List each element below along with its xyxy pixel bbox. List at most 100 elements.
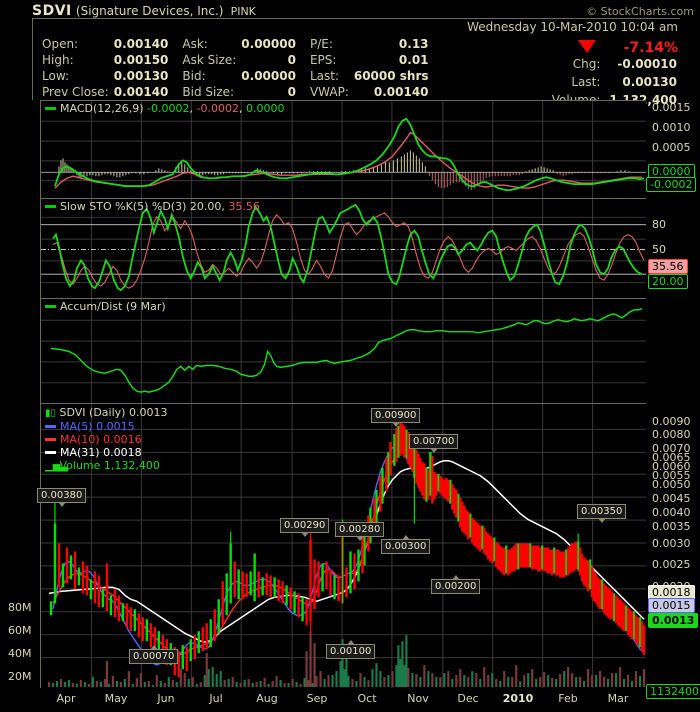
xtick-apr: Apr — [56, 692, 76, 705]
quote-row: Last: 0.00130 — [551, 73, 678, 91]
volume-tick-2: 40M — [8, 647, 32, 660]
last-label: Last: — [571, 75, 601, 89]
last-trade-value: 60000 shrs — [353, 69, 429, 83]
volume-tick-3: 20M — [8, 670, 32, 683]
macd-ytick-0: 0.0015 — [652, 101, 691, 114]
eps-value: 0.01 — [398, 53, 429, 67]
macd-legend-name: MACD(12,26,9) — [60, 102, 144, 115]
chg-value: -0.00010 — [617, 57, 677, 71]
quote-stats-right: Wednesday 10-Mar-2010 10:04 am -7.14% Ch… — [467, 20, 678, 109]
stoch-ytick-80: 80 — [652, 218, 666, 231]
price-tag-ma5: 0.0015 — [648, 598, 695, 613]
low-value: 0.00130 — [113, 69, 169, 83]
macd-plot — [41, 101, 646, 198]
macd-ytick-1: 0.0010 — [652, 121, 691, 134]
price-legend-row-3: MA(31) 0.0018 — [45, 446, 167, 459]
price-legend-value-1: 0.0015 — [96, 420, 135, 433]
callout-8: 0.00100 — [326, 640, 376, 659]
price-volume-panel: ▮▯ SDVI (Daily) 0.0013 MA(5) 0.0015 MA(1… — [37, 403, 646, 688]
bid-value: 0.00000 — [241, 69, 296, 83]
pe-label: P/E: — [309, 37, 333, 51]
ma31-swatch — [45, 450, 56, 454]
stoch-d-line — [52, 212, 645, 289]
macd-value-2: -0.0002 — [196, 102, 239, 115]
price-legend-label-0: SDVI (Daily) — [59, 406, 126, 419]
stockcharts-brand: © StockCharts.com — [586, 5, 694, 18]
accum-dist-line — [50, 308, 643, 393]
quote-row: Prev Close: 0.00140 Bid Size: 0 VWAP: 0.… — [42, 84, 443, 100]
high-label: High: — [42, 53, 74, 67]
price-tick-9: 0.0035 — [652, 520, 691, 533]
stochastic-legend: Slow STO %K(5) %D(3) 20.00, 35.56 — [45, 201, 260, 213]
open-value: 0.00140 — [113, 37, 169, 51]
macd-value-1: -0.0002 — [147, 102, 190, 115]
price-legend-value-3: 0.0018 — [103, 446, 142, 459]
xtick-2010: 2010 — [502, 692, 534, 705]
macd-histogram-negative — [428, 172, 523, 191]
quote-row: Low: 0.00130 Bid: 0.00000 Last: 60000 sh… — [42, 68, 443, 84]
xtick-aug: Aug — [256, 692, 278, 705]
price-tick-3: 0.0065 — [652, 451, 691, 464]
last-trade-label: Last: — [309, 69, 339, 83]
price-legend-label-2: MA(10) — [60, 433, 100, 446]
xtick-jul: Jul — [209, 692, 223, 705]
price-tick-11: 0.0025 — [652, 558, 691, 571]
price-legend-row-4: ▁▅▃ Volume 1,132,400 — [45, 459, 167, 473]
prev-close-label: Prev Close: — [42, 85, 109, 99]
xtick-dec: Dec — [457, 692, 479, 705]
candlesticks — [49, 421, 646, 678]
price-legend-value-0: 0.0013 — [128, 406, 168, 419]
bid-size-label: Bid Size: — [182, 85, 235, 99]
stoch-value-1: 20.00 — [189, 200, 222, 213]
xtick-may: May — [104, 692, 128, 705]
low-label: Low: — [42, 69, 70, 83]
stoch-k-line — [52, 203, 643, 292]
callout-2: 0.00280 — [335, 522, 385, 541]
ask-size-value: 0 — [287, 53, 296, 67]
price-legend-value-4: 1,132,400 — [103, 459, 160, 472]
price-plot — [41, 404, 646, 688]
price-tag-last: 0.0013 — [648, 613, 699, 628]
accum-dist-name: Accum/Dist (9 Mar) — [60, 300, 166, 313]
stochastic-panel: Slow STO %K(5) %D(3) 20.00, 35.56 — [40, 198, 646, 298]
macd-value-3: 0.0000 — [245, 102, 285, 115]
volume-tick-0: 80M — [8, 601, 32, 614]
callout-7: 0.00200 — [431, 575, 481, 594]
chart-title: SDVI (Signature Devices, Inc.) PINK — [32, 3, 256, 19]
stoch-tag-d: 35.56 — [648, 259, 688, 274]
price-legend-row-0: ▮▯ SDVI (Daily) 0.0013 — [45, 406, 167, 420]
callout-9: 0.00070 — [129, 645, 179, 664]
price-tick-4: 0.0060 — [652, 460, 691, 473]
ask-value: 0.00000 — [241, 37, 296, 51]
xtick-sep: Sep — [306, 692, 328, 705]
price-legend-label-1: MA(5) — [60, 420, 93, 433]
volume-tag: 1132400 — [646, 684, 700, 699]
stoch-tag-k: 20.00 — [648, 274, 688, 289]
xtick-oct: Oct — [357, 692, 377, 705]
change-percent-row: -7.14% — [467, 37, 678, 56]
price-legend-label-3: MA(31) — [60, 446, 100, 459]
accum-dist-swatch — [45, 304, 56, 308]
macd-panel: MACD(12,26,9) -0.0002, -0.0002, 0.0000 — [40, 100, 646, 198]
ask-label: Ask: — [182, 37, 208, 51]
price-tick-1: 0.0080 — [652, 428, 691, 441]
prev-close-value: 0.00140 — [113, 85, 169, 99]
stoch-line-swatch — [45, 204, 56, 208]
macd-ytick-2: 0.0005 — [652, 141, 691, 154]
quote-row: Chg: -0.00010 — [551, 55, 678, 73]
price-legend-row-1: MA(5) 0.0015 — [45, 420, 167, 433]
quote-datetime: Wednesday 10-Mar-2010 10:04 am — [467, 20, 678, 34]
price-legend-row-2: MA(10) 0.0016 — [45, 433, 167, 446]
vwap-value: 0.00140 — [373, 85, 429, 99]
price-legend-value-2: 0.0016 — [103, 433, 142, 446]
price-tick-7: 0.0045 — [652, 492, 691, 505]
down-arrow-icon — [578, 40, 596, 53]
callout-4: 0.00700 — [409, 434, 459, 453]
ticker-symbol: SDVI — [32, 3, 72, 19]
quote-row: Open: 0.00140 Ask: 0.00000 P/E: 0.13 — [42, 36, 443, 52]
company-name: (Signature Devices, Inc.) — [75, 4, 224, 18]
quote-row: High: 0.00150 Ask Size: 0 EPS: 0.01 — [42, 52, 443, 68]
stochastic-plot — [41, 199, 646, 298]
candlestick-icon: ▮▯ — [45, 408, 57, 419]
